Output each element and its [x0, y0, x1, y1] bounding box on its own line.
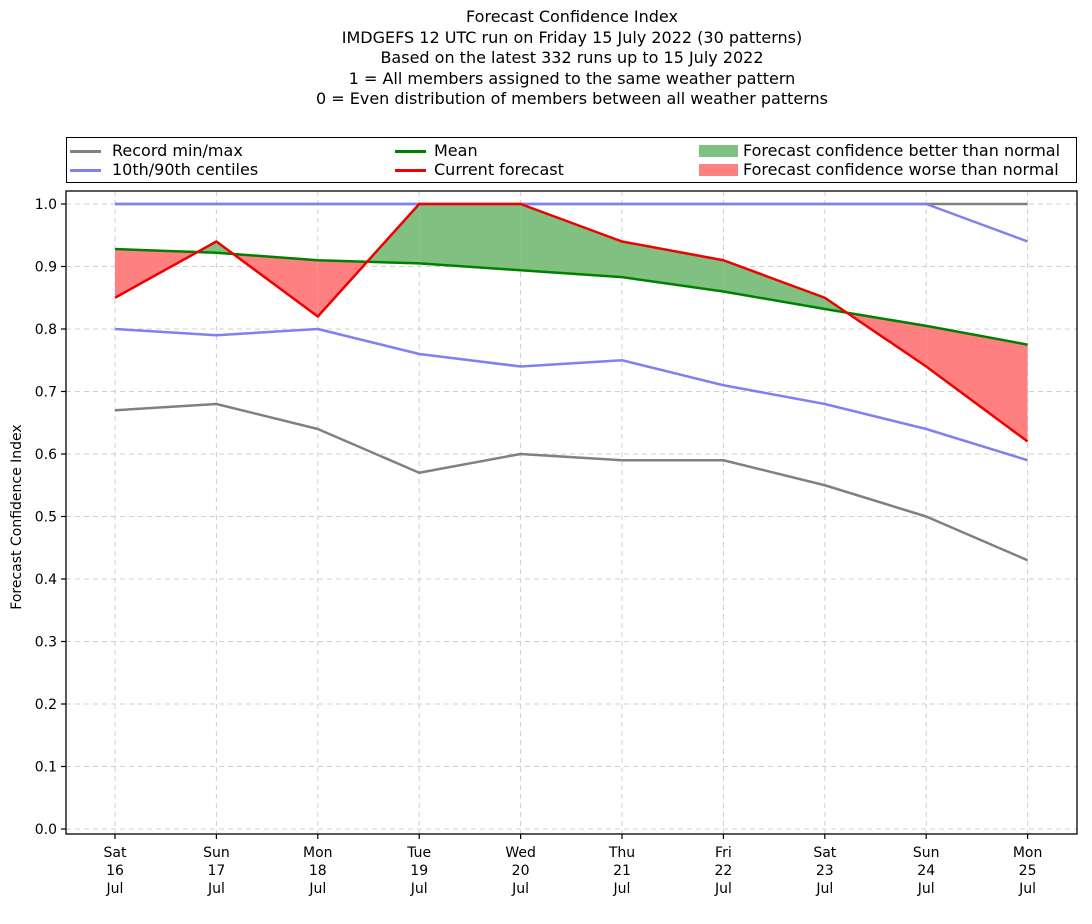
- x-axis-ticks: Sat 16 Jul Sun 17 Jul Mon 18 Jul Tue 19 Jul Wed 20 Jul…: [104, 834, 1043, 897]
- x-tick-label-line: Sun: [203, 845, 230, 861]
- x-tick-label-line: Wed: [505, 845, 536, 861]
- x-tick-label-line: Sat: [104, 845, 127, 861]
- y-tick-label: 0.0: [35, 822, 57, 838]
- y-tick-label: 0.7: [35, 385, 57, 401]
- x-tick-label-line: Jul: [207, 881, 225, 897]
- legend-swatch-record: [70, 150, 101, 153]
- grid-lines: [66, 191, 1077, 834]
- fill-better: [723, 260, 825, 309]
- series-line-centiles: [114, 327, 1028, 462]
- x-tick-label-line: Mon: [303, 845, 333, 861]
- x-tick-label-line: Thu: [608, 845, 635, 861]
- y-axis-label: Forecast Confidence Index: [9, 424, 25, 609]
- x-tick-label: Thu 21 Jul: [608, 845, 635, 897]
- x-tick-label-line: Jul: [613, 881, 631, 897]
- x-tick-label-line: Jul: [308, 881, 326, 897]
- y-tick-label: 1.0: [35, 197, 57, 213]
- x-tick-label-line: Fri: [715, 845, 732, 861]
- x-tick-label-line: Sun: [913, 845, 940, 861]
- x-tick-label-line: 19: [410, 863, 428, 879]
- x-tick-label-line: Jul: [511, 881, 529, 897]
- chart-subtitle-run: IMDGEFS 12 UTC run on Friday 15 July 202…: [341, 27, 803, 47]
- x-tick-label-line: 20: [512, 863, 530, 879]
- x-tick-label-line: Jul: [1018, 881, 1036, 897]
- legend-label-record: Record min/max: [112, 141, 243, 160]
- fill-better: [520, 204, 622, 278]
- y-tick-label: 0.6: [35, 447, 57, 463]
- legend-swatch-current: [395, 169, 426, 172]
- legend-swatch-centiles: [70, 169, 101, 172]
- x-tick-label-line: Jul: [106, 881, 124, 897]
- legend-label-mean: Mean: [434, 141, 478, 160]
- x-tick-label-line: Sat: [813, 845, 836, 861]
- x-tick-label-line: Jul: [815, 881, 833, 897]
- fill-better: [622, 241, 724, 292]
- x-tick-label-line: 23: [816, 863, 834, 879]
- fill-better: [419, 204, 521, 271]
- legend-label-current: Current forecast: [434, 160, 564, 179]
- chart-subtitle-scale-max: 1 = All members assigned to the same wea…: [348, 68, 796, 88]
- x-tick-label: Sun 24 Jul: [913, 845, 940, 897]
- series-line-record: [114, 402, 1029, 562]
- x-tick-label-line: 25: [1019, 863, 1037, 879]
- chart-legend: Record min/max 10th/90th centiles Mean C…: [66, 137, 1077, 183]
- y-axis-ticks: 0.0 0.1 0.2 0.3 0.4 0.5 0.6 0.7 0.8 0.9 1.0: [35, 197, 66, 838]
- series-lines: [114, 202, 1029, 562]
- y-tick-label: 0.9: [35, 260, 57, 276]
- x-tick-label: Wed 20 Jul: [505, 845, 536, 897]
- x-tick-label-line: 16: [106, 863, 124, 879]
- legend-swatch-worse: [699, 164, 738, 176]
- fill-worse: [926, 325, 1028, 442]
- x-tick-label-line: 17: [207, 863, 225, 879]
- x-tick-label-line: Tue: [406, 845, 431, 861]
- x-tick-label-line: 22: [714, 863, 732, 879]
- x-tick-label: Fri 22 Jul: [714, 845, 732, 897]
- y-tick-label: 0.3: [35, 635, 57, 651]
- x-tick-label-line: Jul: [410, 881, 428, 897]
- y-tick-label: 0.1: [35, 760, 57, 776]
- x-tick-label: Tue 19 Jul: [406, 845, 431, 897]
- x-tick-label-line: 21: [613, 863, 631, 879]
- x-tick-label: Mon 25 Jul: [1013, 845, 1043, 897]
- chart-subtitle-history: Based on the latest 332 runs up to 15 Ju…: [380, 48, 764, 67]
- x-tick-label-line: 24: [917, 863, 935, 879]
- y-tick-label: 0.2: [35, 697, 57, 713]
- x-tick-label: Sun 17 Jul: [203, 845, 230, 897]
- series-line-current: [114, 202, 1029, 443]
- y-tick-label: 0.5: [35, 510, 57, 526]
- x-tick-label-line: Jul: [714, 881, 732, 897]
- y-tick-label: 0.8: [35, 322, 57, 338]
- series-line-mean: [114, 247, 1028, 346]
- x-tick-label: Mon 18 Jul: [303, 845, 333, 897]
- x-tick-label-line: Mon: [1013, 845, 1043, 861]
- legend-swatch-better: [699, 145, 738, 157]
- x-tick-label: Sat 23 Jul: [813, 845, 836, 897]
- series-line-centiles: [115, 202, 1029, 243]
- plot-frame: [65, 190, 1078, 835]
- legend-label-centiles: 10th/90th centiles: [112, 160, 259, 179]
- confidence-fills: [115, 204, 1028, 442]
- legend-label-worse: Forecast confidence worse than normal: [743, 160, 1059, 179]
- y-tick-label: 0.4: [35, 572, 57, 588]
- x-tick-label: Sat 16 Jul: [104, 845, 127, 897]
- legend-label-better: Forecast confidence better than normal: [743, 141, 1061, 160]
- chart-title-block: Forecast Confidence Index IMDGEFS 12 UTC…: [0, 7, 1092, 110]
- legend-swatch-mean: [395, 150, 426, 153]
- x-tick-label-line: Jul: [917, 881, 935, 897]
- x-tick-label-line: 18: [309, 863, 327, 879]
- chart-title: Forecast Confidence Index: [466, 7, 678, 26]
- chart-subtitle-scale-min: 0 = Even distribution of members between…: [315, 89, 829, 108]
